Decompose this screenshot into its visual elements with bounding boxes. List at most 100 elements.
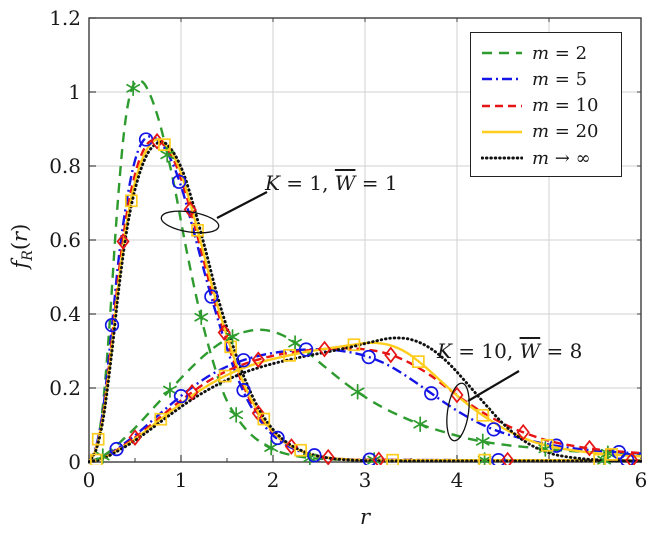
y-tick-label-0.8: 0.8 xyxy=(49,154,81,178)
marker-square xyxy=(154,412,168,426)
x-tick-label-1: 1 xyxy=(174,468,188,492)
marker-square xyxy=(124,194,138,208)
marker-asterisk xyxy=(413,416,428,433)
marker-asterisk xyxy=(194,309,209,326)
legend-label: m → ∞ xyxy=(532,147,591,169)
marker-asterisk xyxy=(225,329,240,345)
marker-square xyxy=(540,438,554,452)
series-curve-m- xyxy=(88,336,642,464)
legend-box: m = 2 m = 5 m = 10 m = 20 m → ∞ xyxy=(470,32,622,177)
marker-square xyxy=(191,223,204,237)
marker-circle xyxy=(270,430,285,446)
marker-circle xyxy=(236,353,251,368)
legend-label: m = 20 xyxy=(532,121,599,143)
marker-square xyxy=(257,412,271,426)
marker-diamond xyxy=(582,439,597,457)
legend-line-sample xyxy=(482,130,522,133)
x-tick-label-6: 6 xyxy=(634,468,648,492)
legend-item-3: m = 10 xyxy=(481,93,613,119)
y-tick-label-1.2: 1.2 xyxy=(49,6,81,30)
marker-circle xyxy=(173,388,189,404)
series-curve-m-5 xyxy=(88,347,642,464)
x-tick-label-4: 4 xyxy=(450,468,464,492)
marker-circle xyxy=(236,383,251,398)
marker-diamond xyxy=(516,423,530,441)
marker-circle xyxy=(307,448,322,463)
legend-line-sample xyxy=(482,78,522,81)
legend-item-1: m = 2 xyxy=(481,40,613,66)
x-tick-label-5: 5 xyxy=(542,468,556,492)
marker-diamond xyxy=(317,340,332,358)
legend-label: m = 10 xyxy=(532,95,599,116)
marker-circle xyxy=(109,441,124,457)
marker-asterisk xyxy=(229,406,244,423)
series-curve-m- xyxy=(88,140,642,464)
x-tick-label-3: 3 xyxy=(358,468,372,492)
marker-diamond xyxy=(251,351,265,369)
legend-item-4: m = 20 xyxy=(481,119,613,145)
y-tick-label-0.4: 0.4 xyxy=(49,302,81,326)
marker-diamond xyxy=(321,448,335,465)
y-tick-label-0: 0 xyxy=(68,450,81,474)
marker-asterisk xyxy=(126,80,141,97)
annotation-ellipse xyxy=(446,382,470,442)
marker-square xyxy=(593,453,606,465)
x-tick-label-2: 2 xyxy=(266,468,280,492)
legend-item-5: m → ∞ xyxy=(481,145,613,171)
annotation-K-symbol: K xyxy=(265,171,280,195)
legend-label: m = 2 xyxy=(532,42,588,64)
marker-circle xyxy=(298,342,314,357)
marker-square xyxy=(605,448,618,461)
annotation-W-value: = 1 xyxy=(355,171,398,195)
marker-circle xyxy=(486,422,501,437)
marker-diamond xyxy=(372,451,386,465)
marker-square xyxy=(283,349,296,362)
marker-circle xyxy=(172,174,187,189)
marker-circle xyxy=(138,132,154,147)
marker-diamond xyxy=(183,201,197,218)
x-axis-label: r xyxy=(359,505,371,529)
marker-circle xyxy=(104,317,120,333)
annotation-ellipse xyxy=(160,210,220,234)
legend-line-sample xyxy=(482,104,522,107)
marker-square xyxy=(294,443,307,457)
marker-square xyxy=(412,355,425,368)
marker-asterisk xyxy=(163,382,177,398)
annotation-K-value: = 10, xyxy=(451,339,520,363)
annotation-leader-line xyxy=(216,191,268,219)
marker-diamond xyxy=(384,346,398,364)
marker-asterisk xyxy=(264,439,279,456)
marker-square xyxy=(476,408,490,422)
series-curve-m-10 xyxy=(88,347,642,464)
marker-diamond xyxy=(116,233,130,250)
marker-circle xyxy=(491,453,506,465)
legend-item-2: m = 5 xyxy=(481,66,613,92)
marker-circle xyxy=(204,289,219,304)
marker-circle xyxy=(549,438,564,453)
y-tick-label-0.2: 0.2 xyxy=(49,376,81,400)
annotation-K-symbol: K xyxy=(437,339,452,363)
marker-asterisk xyxy=(475,433,490,450)
marker-square xyxy=(224,340,238,354)
marker-diamond xyxy=(625,451,639,465)
annotation-W-value: = 8 xyxy=(540,339,583,363)
annotation-group2: K = 10, W = 8 xyxy=(437,339,582,363)
marker-square xyxy=(158,138,171,152)
marker-asterisk xyxy=(288,335,302,351)
marker-asterisk xyxy=(350,383,365,400)
ylabel-f: f xyxy=(7,260,32,269)
legend-label: m = 5 xyxy=(532,68,588,90)
marker-square xyxy=(347,338,361,352)
annotation-group1: K = 1, W = 1 xyxy=(265,171,398,195)
legend-line-sample xyxy=(482,51,522,55)
marker-circle xyxy=(424,386,439,401)
legend-line-sample xyxy=(481,156,523,160)
marker-diamond xyxy=(128,429,142,446)
marker-diamond xyxy=(217,324,231,341)
marker-diamond xyxy=(501,451,515,465)
marker-circle xyxy=(611,445,627,460)
marker-circle xyxy=(620,453,635,465)
marker-circle xyxy=(361,349,376,365)
